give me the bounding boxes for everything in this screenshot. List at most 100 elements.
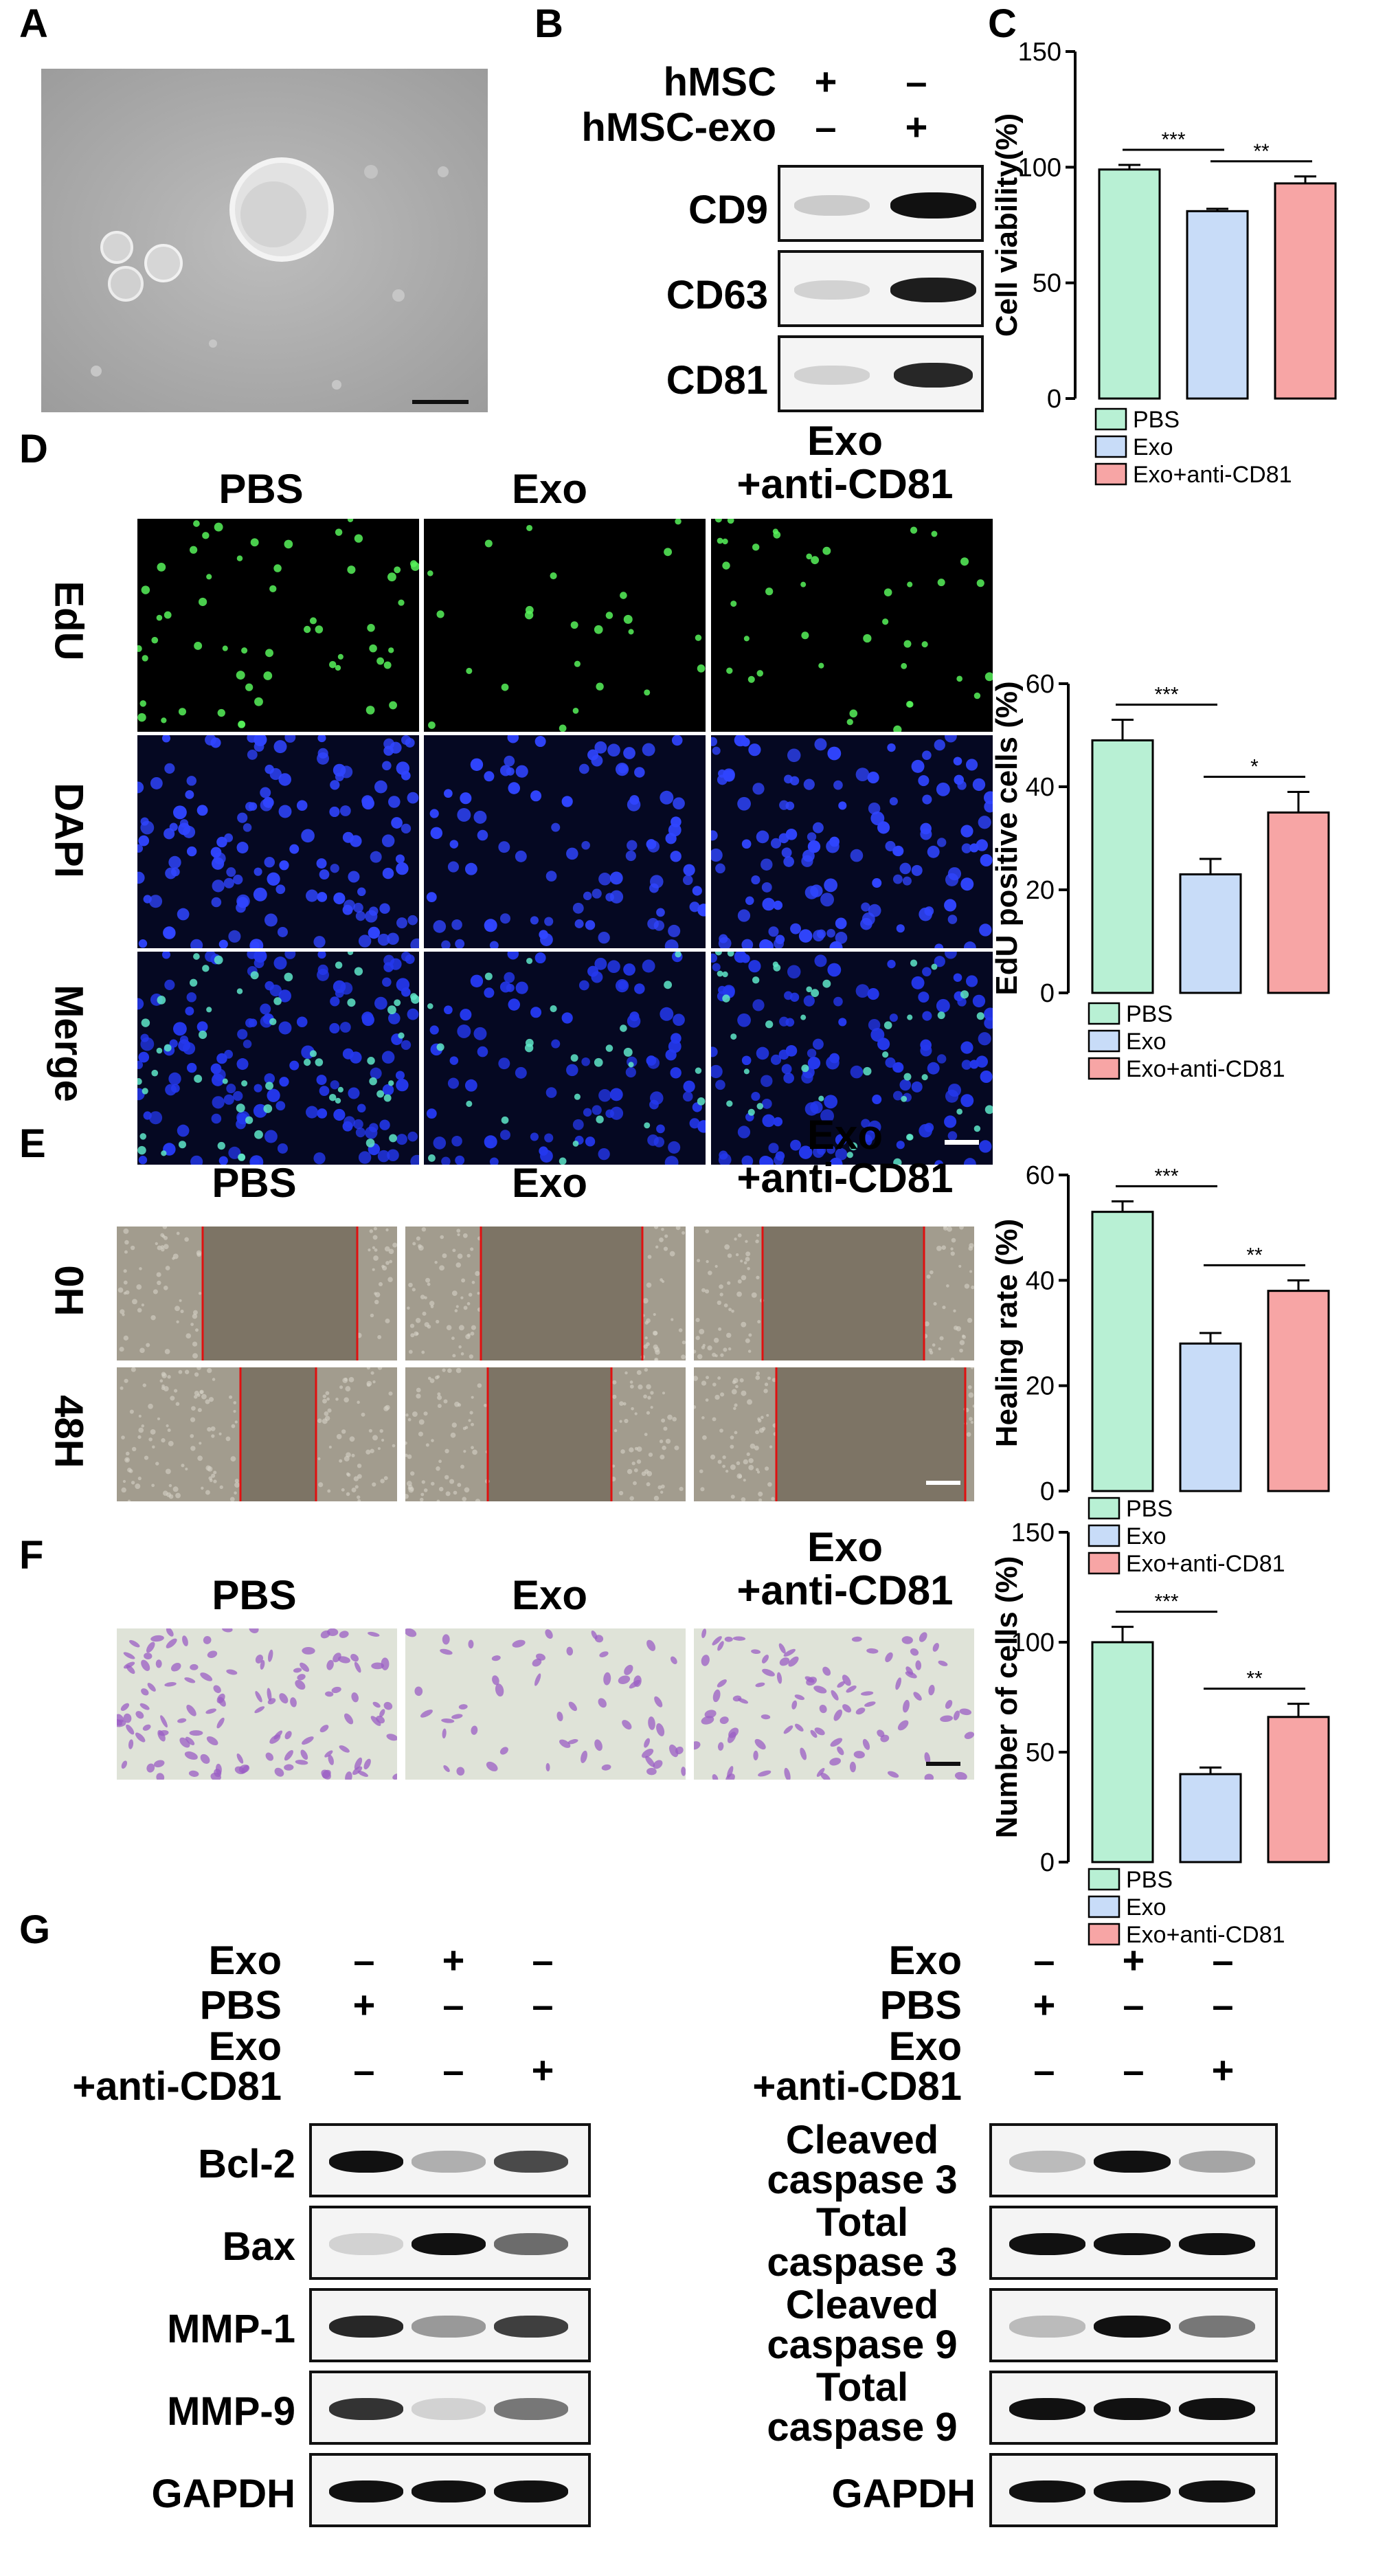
e-header-pbs: PBS xyxy=(212,1160,297,1206)
legend-swatch xyxy=(1094,407,1127,431)
e-header-exo-anti: Exo +anti-CD81 xyxy=(701,1113,989,1200)
wb-blot-label-line2: caspase 3 xyxy=(767,2240,958,2285)
significance-stars: * xyxy=(1250,756,1259,779)
wb-band xyxy=(1094,2480,1171,2502)
legend-swatch xyxy=(1088,1002,1120,1025)
scratch-image-0h xyxy=(405,1227,686,1360)
row-label-48h: 48H xyxy=(46,1395,91,1468)
legend-label: Exo xyxy=(1126,1523,1167,1549)
panel-label-e: E xyxy=(19,1121,46,1166)
wb-blot-label: GAPDH xyxy=(831,2472,976,2516)
wb-blot-label: GAPDH xyxy=(151,2472,295,2516)
panel-label-g: G xyxy=(19,1907,51,1952)
wb-band xyxy=(329,2480,403,2502)
wb-blot xyxy=(989,2288,1278,2362)
wb-blot-label: Bcl-2 xyxy=(198,2142,295,2186)
wb-blot-label-line2: caspase 9 xyxy=(767,2405,958,2450)
y-axis-label: Cell viability(%) xyxy=(990,113,1024,337)
legend-label: Exo+anti-CD81 xyxy=(1133,462,1292,488)
wb-sign: – xyxy=(532,1938,554,1982)
significance-stars: *** xyxy=(1154,1165,1178,1187)
y-axis-label: Healing rate (%) xyxy=(990,1219,1024,1448)
e-header-exo-anti-line1: Exo xyxy=(807,1112,883,1158)
wb-band xyxy=(329,2398,403,2420)
wb-condition-line2: +anti-CD81 xyxy=(72,2064,282,2109)
y-tick-label: 60 xyxy=(1026,670,1055,699)
wb-sign: – xyxy=(1212,1983,1234,2026)
wb-blot-label-line1: Cleaved xyxy=(785,2118,939,2162)
legend-label: Exo+anti-CD81 xyxy=(1126,1056,1285,1082)
wb-sign: – xyxy=(353,2048,375,2092)
legend-swatch xyxy=(1088,1057,1120,1080)
significance-stars: *** xyxy=(1161,128,1185,151)
y-tick-label: 50 xyxy=(1033,269,1061,298)
wb-sign: + xyxy=(1033,1983,1056,2026)
row-label-edu: EdU xyxy=(46,581,91,661)
scratch-image-0h xyxy=(117,1227,397,1360)
panel-label-f: F xyxy=(19,1533,44,1578)
cd9-label: CD9 xyxy=(688,188,768,232)
wb-band xyxy=(412,2233,486,2255)
wb-condition-label: PBS xyxy=(199,1983,282,2028)
sign-hmscexo-1: – xyxy=(815,105,837,148)
wb-band xyxy=(412,2151,486,2173)
wb-sign: – xyxy=(1033,1938,1055,1982)
wb-blot-label-line2: caspase 9 xyxy=(767,2322,958,2367)
cd9-band xyxy=(890,192,976,219)
fluor-image-merge xyxy=(424,952,706,1165)
significance-stars: ** xyxy=(1246,1244,1263,1266)
wb-blot-label: Bax xyxy=(222,2224,295,2269)
hmsc-exo-label: hMSC-exo xyxy=(581,105,776,150)
wb-band xyxy=(412,2398,486,2420)
panel-label-b: B xyxy=(534,1,563,46)
y-tick-label: 40 xyxy=(1026,1266,1055,1295)
significance-stars: ** xyxy=(1253,140,1270,163)
cd63-band xyxy=(794,280,870,300)
bar-pbs xyxy=(1091,739,1154,994)
cd81-band xyxy=(794,366,870,385)
wb-blot-label: Total caspase 9 xyxy=(749,2368,976,2448)
wb-band xyxy=(329,2151,403,2173)
y-tick-label: 40 xyxy=(1026,773,1055,802)
transwell-image xyxy=(405,1628,686,1780)
wb-band xyxy=(1094,2151,1171,2173)
wb-band xyxy=(1009,2480,1086,2502)
wb-blot-label: Cleaved caspase 9 xyxy=(749,2285,976,2365)
fluor-image-merge xyxy=(711,952,993,1165)
wb-blot-label-line1: Cleaved xyxy=(785,2283,939,2327)
significance-stars: ** xyxy=(1246,1668,1263,1690)
y-tick-label: 20 xyxy=(1026,876,1055,905)
wb-blot-label-line1: Total xyxy=(815,2365,909,2410)
wb-condition-label: PBS xyxy=(879,1983,962,2028)
wb-blot xyxy=(989,2123,1278,2197)
wb-blot xyxy=(309,2206,591,2280)
wb-blot xyxy=(989,2371,1278,2445)
legend-label: Exo+anti-CD81 xyxy=(1126,1922,1285,1948)
e-header-exo: Exo xyxy=(511,1160,588,1206)
wb-sign: – xyxy=(532,1983,554,2026)
wb-condition-label: Exo +anti-CD81 xyxy=(21,2027,282,2107)
fluor-image-merge xyxy=(137,952,419,1165)
legend-label: Exo+anti-CD81 xyxy=(1126,1551,1285,1577)
wb-blot-label: MMP-1 xyxy=(167,2307,295,2351)
scratch-image-0h xyxy=(694,1227,974,1360)
y-tick-label: 100 xyxy=(1011,1628,1055,1657)
wb-sign: – xyxy=(442,1983,464,2026)
wb-blot xyxy=(309,2288,591,2362)
bar-exo-anti-cd81 xyxy=(1267,811,1330,994)
f-header-pbs: PBS xyxy=(212,1572,297,1618)
legend-swatch xyxy=(1088,1923,1120,1946)
wb-sign: – xyxy=(1123,1983,1145,2026)
y-tick-label: 60 xyxy=(1026,1161,1055,1190)
hmsc-label: hMSC xyxy=(663,60,776,104)
transwell-image xyxy=(117,1628,397,1780)
panel-label-d: D xyxy=(19,427,48,471)
row-label-merge: Merge xyxy=(46,985,91,1102)
y-tick-label: 150 xyxy=(1018,38,1061,67)
wb-band xyxy=(1094,2233,1171,2255)
fluor-image-edu xyxy=(711,519,993,732)
wb-band xyxy=(329,2233,403,2255)
bar-pbs xyxy=(1091,1641,1154,1863)
